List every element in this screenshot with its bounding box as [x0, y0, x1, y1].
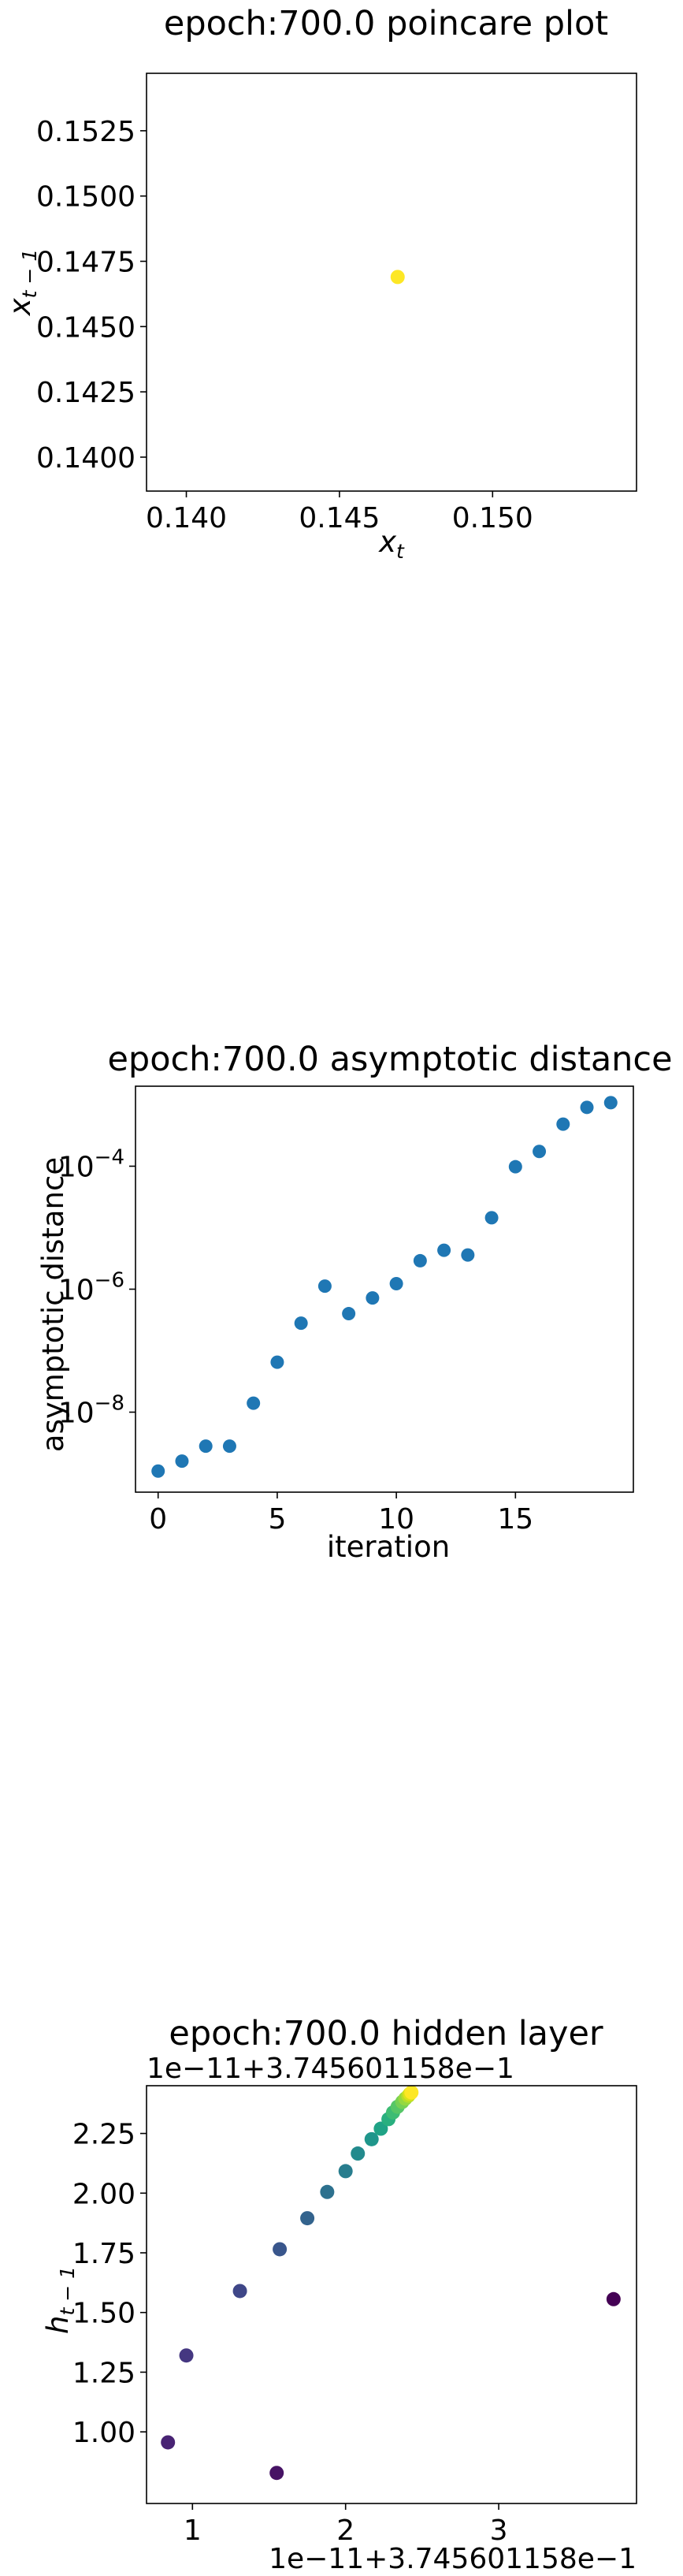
x-tick-label: 1	[184, 2515, 202, 2547]
y-tick-label: 1.25	[72, 2357, 135, 2389]
asymptotic-distance-plot: epoch:700.0 asymptotic distance 0 5 10 15 1…	[36, 1040, 673, 1564]
x-tick-label: 3	[490, 2515, 508, 2547]
poincare-plot: epoch:700.0 poincare plot 0.140 0.145 0.15…	[3, 4, 637, 563]
x-tick-label: 0.145	[299, 502, 380, 534]
scatter-point	[294, 1316, 308, 1331]
scatter-point	[461, 1248, 475, 1262]
scatter-point	[437, 1243, 451, 1257]
y-tick-label: 2.25	[72, 2119, 135, 2151]
hidden-layer-points	[161, 2085, 621, 2481]
scatter-point	[161, 2435, 176, 2450]
y-tick-label: 0.1500	[36, 181, 135, 214]
scatter-point	[320, 2184, 335, 2199]
scatter-point	[364, 2131, 379, 2146]
scatter-point	[351, 2146, 366, 2161]
asymptotic-axes-frame	[135, 1085, 634, 1493]
poincare-y-ticks: 0.1400 0.1425 0.1450 0.1475 0.1500 0.1525	[36, 116, 147, 475]
hidden-layer-plot: epoch:700.0 hidden layer 1e−11+3.7456011…	[41, 2014, 637, 2575]
scatter-point	[580, 1100, 594, 1115]
scatter-point	[404, 2085, 419, 2100]
y-tick-label: 1.00	[72, 2417, 135, 2449]
poincare-points	[390, 270, 405, 285]
scatter-point	[373, 2121, 388, 2136]
scatter-point	[175, 1454, 189, 1469]
asymptotic-title: epoch:700.0 asymptotic distance	[107, 1040, 672, 1079]
x-tick-label: 0	[149, 1503, 167, 1536]
asymptotic-y-axis-label: asymptotic distance	[36, 1157, 70, 1452]
scatter-point	[556, 1117, 570, 1131]
poincare-x-ticks: 0.140 0.145 0.150	[146, 491, 533, 534]
y-tick-label: 10−6	[58, 1269, 124, 1307]
scatter-point	[508, 1160, 522, 1174]
scatter-point	[484, 1211, 499, 1225]
scatter-point	[413, 1253, 427, 1268]
y-tick-label: 2.00	[72, 2178, 135, 2210]
scatter-point	[390, 270, 405, 285]
scatter-point	[338, 2164, 353, 2179]
asymptotic-y-ticks: 10−8 10−6 10−4	[58, 1145, 135, 1430]
hidden-layer-y-ticks: 1.00 1.25 1.50 1.75 2.00 2.25	[72, 2119, 147, 2449]
scatter-point	[179, 2348, 194, 2363]
scatter-point	[317, 1279, 332, 1294]
scatter-point	[232, 2284, 247, 2299]
y-tick-label: 0.1425	[36, 377, 135, 409]
poincare-title: epoch:700.0 poincare plot	[164, 4, 608, 43]
scatter-point	[273, 2242, 288, 2257]
hidden-layer-y-offset-text: 1e−11+3.745601158e−1	[147, 2053, 514, 2085]
y-tick-label: 0.1525	[36, 116, 135, 148]
asymptotic-x-axis-label: iteration	[327, 1530, 450, 1564]
scatter-point	[199, 1439, 213, 1454]
scatter-point	[366, 1291, 380, 1305]
y-tick-label: 1.75	[72, 2238, 135, 2270]
asymptotic-points	[151, 1096, 618, 1478]
hidden-layer-x-ticks: 1 2 3	[184, 2503, 508, 2547]
x-tick-label: 5	[268, 1503, 286, 1536]
scatter-point	[606, 2291, 621, 2306]
x-tick-label: 15	[497, 1503, 533, 1536]
scatter-point	[603, 1096, 618, 1110]
hidden-layer-y-axis-label: ht − 1	[41, 2266, 79, 2334]
x-tick-label: 10	[378, 1503, 414, 1536]
asymptotic-x-ticks: 0 5 10 15	[149, 1492, 533, 1536]
scatter-point	[222, 1439, 236, 1454]
x-tick-label: 2	[336, 2515, 354, 2547]
y-tick-label: 1.50	[72, 2298, 135, 2330]
hidden-layer-axes-frame	[146, 2085, 637, 2504]
y-tick-label: 0.1400	[36, 442, 135, 475]
x-tick-label: 0.150	[452, 502, 533, 534]
x-tick-label: 0.140	[146, 502, 227, 534]
scatter-point	[270, 1355, 284, 1369]
hidden-layer-x-offset-text: 1e−11+3.745601158e−1	[269, 2543, 637, 2575]
scatter-point	[342, 1307, 356, 1321]
y-tick-label: 10−8	[58, 1392, 124, 1430]
scatter-point	[389, 1276, 403, 1290]
y-tick-label: 10−4	[58, 1145, 124, 1183]
scatter-point	[269, 2466, 284, 2481]
y-tick-label: 0.1475	[36, 247, 135, 279]
scatter-point	[247, 1396, 261, 1410]
poincare-x-axis-label: xt	[378, 525, 405, 563]
poincare-y-axis-label: xt − 1	[3, 249, 41, 316]
hidden-layer-title: epoch:700.0 hidden layer	[169, 2014, 603, 2053]
poincare-axes-frame	[146, 73, 637, 492]
y-tick-label: 0.1450	[36, 311, 135, 344]
scatter-point	[300, 2211, 315, 2226]
scatter-point	[533, 1145, 547, 1159]
scatter-point	[151, 1464, 165, 1478]
